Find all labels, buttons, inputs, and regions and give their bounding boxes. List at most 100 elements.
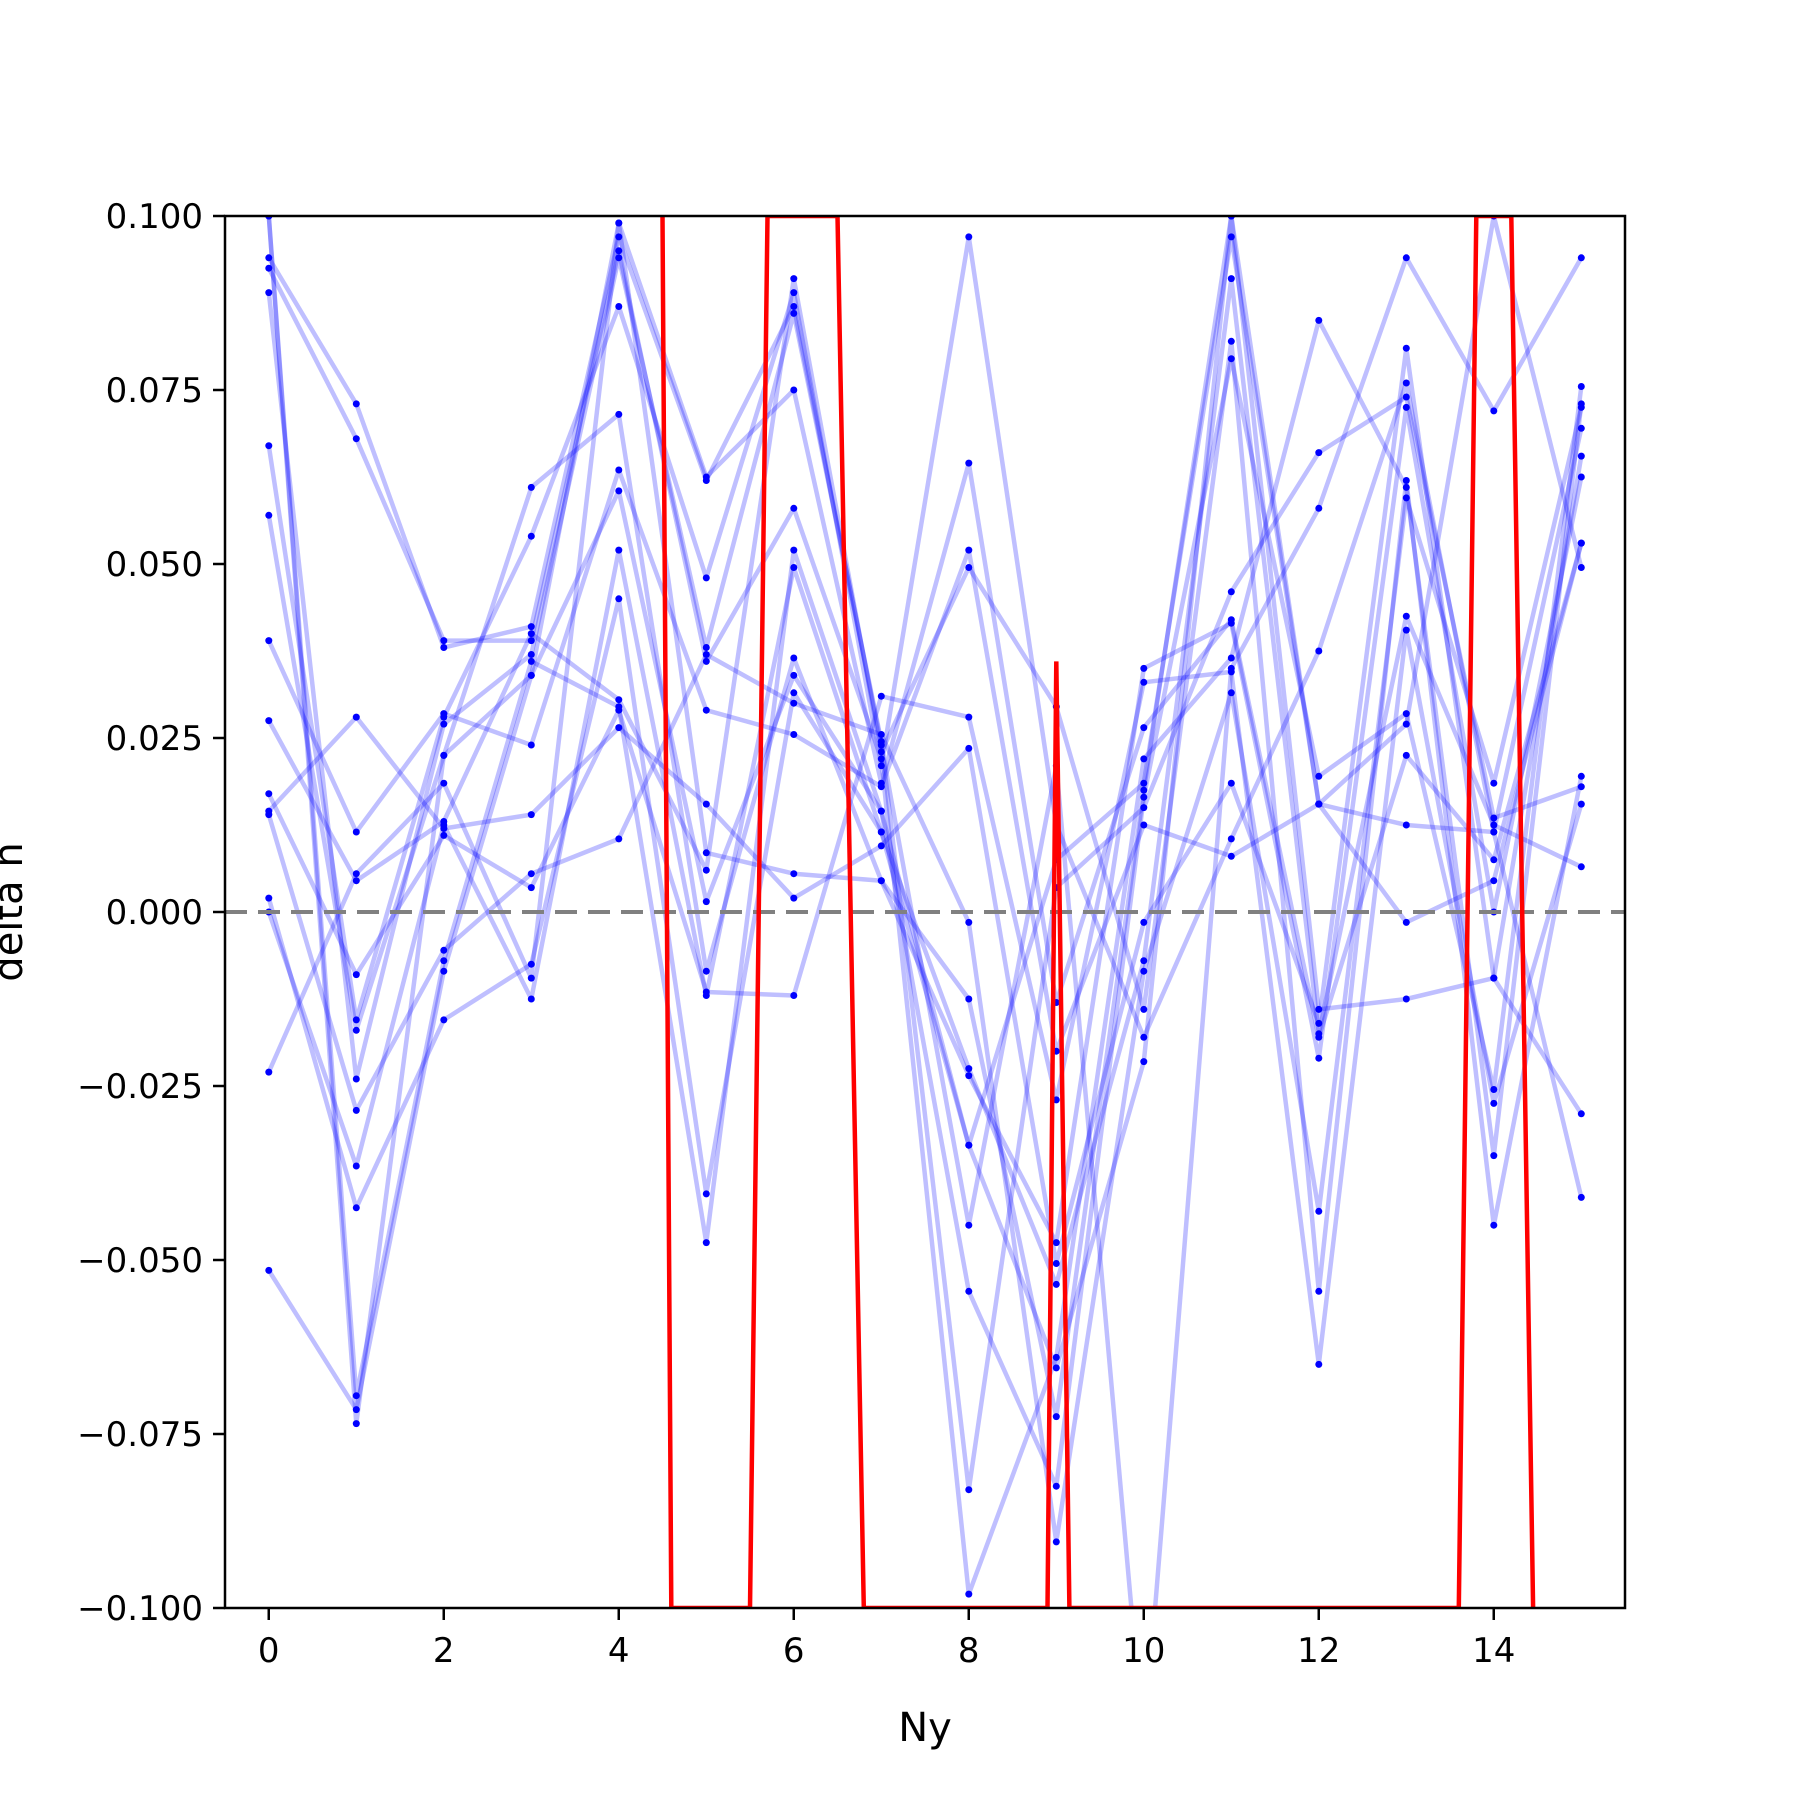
trial-point-12-10 [1140,786,1148,794]
trial-point-8-1 [352,713,360,721]
trial-point-11-13 [1402,918,1410,926]
trial-point-14-12 [1315,1054,1323,1062]
trial-point-10-14 [1490,821,1498,829]
trial-point-11-11 [1227,233,1235,241]
trial-point-10-8 [965,1065,973,1073]
trial-series-line-14 [266,216,1584,1426]
trial-point-14-15 [1577,473,1585,481]
trial-point-14-13 [1402,403,1410,411]
trial-point-14-1 [352,1420,360,1428]
trial-point-3-7 [877,762,885,770]
trial-point-6-13 [1402,477,1410,484]
trial-point-12-4 [615,219,623,227]
trial-point-1-4 [615,247,623,255]
trial-point-3-15 [1577,1193,1585,1201]
trial-point-1-7 [877,755,885,763]
trial-point-11-4 [615,546,623,554]
trial-point-6-14 [1490,1221,1498,1229]
trial-point-14-2 [440,751,448,759]
trial-point-1-12 [1315,316,1323,324]
trial-point-15-8 [965,1287,973,1295]
trial-point-10-15 [1577,863,1585,871]
trial-point-9-8 [965,918,973,926]
trial-point-2-6 [790,309,798,317]
trial-point-2-3 [527,651,535,658]
trial-point-15-6 [790,546,798,554]
y-tick-label-8: −0.100 [77,1589,203,1629]
trial-point-8-8 [965,744,973,752]
trial-point-12-3 [527,974,535,982]
trial-point-11-10 [1140,779,1148,787]
trial-point-2-1 [352,1075,360,1083]
trial-point-5-7 [877,783,885,791]
trial-series-line-11 [266,234,1584,1169]
y-tick-label-5: −0.025 [77,1067,203,1107]
trial-point-9-14 [1490,779,1498,787]
trial-point-15-7 [877,807,885,815]
trial-series-line-2 [266,255,1583,1492]
trial-point-7-6 [790,992,798,999]
trial-point-10-1 [352,1204,360,1212]
trial-point-5-2 [440,710,448,718]
trial-point-5-0 [265,637,273,645]
trial-point-13-12 [1315,800,1323,808]
trial-point-3-12 [1315,647,1323,655]
trial-point-6-7 [877,748,885,756]
trial-point-15-12 [1315,772,1323,780]
trial-point-6-15 [1577,772,1585,780]
trial-point-8-5 [702,800,710,808]
trial-point-2-7 [877,738,885,745]
y-tick-label-4: 0.000 [106,893,203,933]
trial-point-0-6 [790,303,798,310]
trial-point-0-12 [1315,504,1323,512]
trial-point-15-1 [352,1392,360,1400]
trial-point-0-4 [615,233,623,241]
trial-point-6-6 [790,275,798,283]
trial-point-3-4 [615,303,623,310]
trial-point-9-12 [1315,1207,1323,1215]
trial-point-9-4 [615,835,623,843]
x-tick-label-6: 6 [783,1631,805,1671]
trial-point-7-7 [877,692,885,700]
trial-point-3-1 [352,1016,360,1024]
trial-point-14-6 [790,654,798,662]
trial-point-6-4 [615,696,623,704]
trial-point-7-0 [265,790,273,798]
trial-point-2-15 [1577,783,1585,791]
trial-point-5-13 [1402,720,1410,728]
trial-point-8-6 [790,894,798,902]
trial-point-1-8 [965,1590,973,1598]
trial-point-13-14 [1490,828,1498,836]
trial-point-10-5 [702,1190,710,1198]
trial-point-5-1 [352,828,360,836]
trial-point-11-5 [702,992,710,999]
trial-point-13-1 [352,1406,360,1414]
trial-point-1-11 [1227,654,1235,662]
y-tick-label-0: 0.100 [106,197,203,237]
trial-point-3-0 [265,442,273,450]
trial-point-7-9 [1052,1096,1060,1104]
trial-point-2-0 [265,289,273,297]
trial-point-12-14 [1490,974,1498,982]
y-axis-label: delta n [0,842,32,981]
trial-series-line-13 [266,216,1584,1412]
trial-point-9-10 [1140,967,1148,975]
trial-point-12-2 [440,779,448,787]
trial-point-13-5 [702,898,710,906]
trial-point-4-8 [965,459,973,467]
trial-point-12-12 [1315,1005,1323,1013]
trial-point-7-14 [1490,1099,1498,1107]
trial-point-7-8 [965,713,973,721]
trial-point-3-10 [1140,1033,1148,1041]
trial-point-3-3 [527,532,535,540]
trial-point-7-1 [352,971,360,979]
trial-point-15-9 [1052,1482,1060,1490]
x-tick-label-14: 14 [1472,1631,1515,1671]
y-tick-label-3: 0.025 [106,719,203,759]
y-tick-label-2: 0.050 [106,545,203,585]
trial-point-0-13 [1402,254,1410,262]
trial-point-12-0 [265,1068,273,1076]
y-tick-label-7: −0.075 [77,1415,203,1455]
trial-point-10-12 [1315,1030,1323,1038]
trial-point-5-4 [615,466,623,474]
